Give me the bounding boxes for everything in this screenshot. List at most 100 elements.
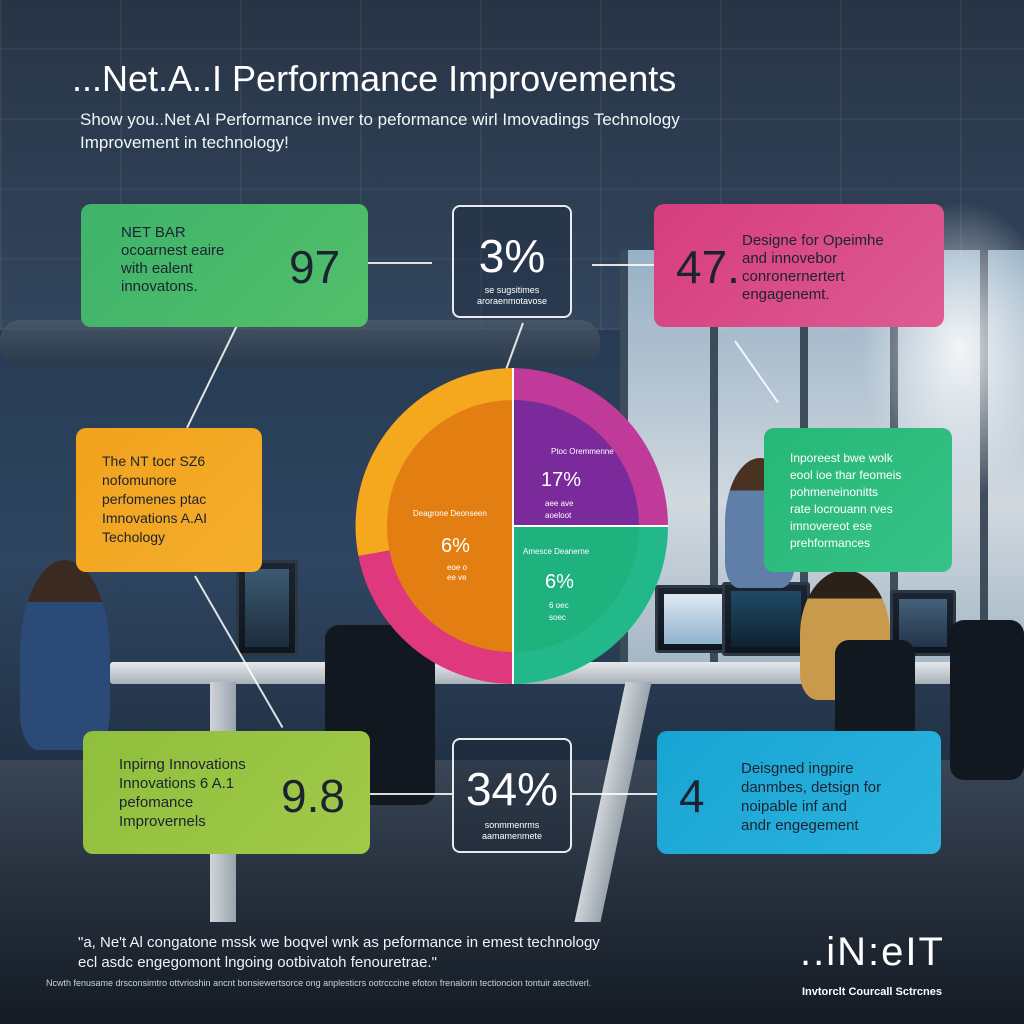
slice-value: 6% [545, 571, 574, 593]
brand-tagline: Invtorclt Courcall Sctrcnes [802, 986, 942, 998]
card-line: Inpirng Innovations [119, 756, 246, 773]
connector-line [370, 793, 452, 795]
card-line: Innovations 6 A.1 [119, 775, 235, 792]
card-line: noipable inf and [741, 798, 847, 815]
person-left [20, 560, 110, 750]
card-background [76, 428, 262, 572]
stat-box-top-center: 3% se sugsitimes aroraenmotavose [452, 205, 572, 318]
card-line: and innovebor [742, 250, 838, 267]
card-background [764, 428, 952, 572]
card-line: Improvernels [119, 813, 206, 830]
card-line: The NT tocr SZ6 [102, 453, 206, 469]
quote-line: ecl asdc engegomont lngoing ootbivatoh f… [78, 954, 437, 971]
footer-fine-print: Ncwth fenusame drsconsimtro ottvrioshin … [46, 978, 592, 988]
slice-caption: ee ve [447, 573, 467, 582]
card-line: conronernertert [742, 268, 845, 285]
caption-line: sonmmenrms [484, 820, 540, 830]
card-description: Inporeest bwe wolk eool ioe thar feomeis… [790, 450, 901, 552]
stat-card-middle-left: The NT tocr SZ6 nofomunore perfomenes pt… [76, 428, 262, 572]
card-value: 47. [676, 241, 740, 293]
stat-card-bottom-left: Inpirng Innovations Innovations 6 A.1 pe… [83, 731, 370, 854]
office-chair [950, 620, 1024, 780]
slice-caption: aee ave [545, 499, 574, 508]
page-title: ...Net.A..I Performance Improvements [72, 58, 677, 99]
card-line: Deisgned ingpire [741, 760, 854, 777]
card-line: nofomunore [102, 472, 177, 488]
slice-top-right [513, 400, 639, 526]
card-line: with ealent [121, 260, 193, 277]
caption-line: aamamenmete [481, 831, 543, 841]
slice-bottom-right [513, 526, 639, 652]
office-monitor [722, 582, 810, 656]
card-description: Designe for Opeimhe and innovebor conron… [742, 232, 884, 304]
donut-chart: Ptoc Oremmenne 17% aee ave aoeloot Amesc… [355, 368, 668, 684]
slice-label: Ptoc Oremmenne [551, 447, 614, 456]
card-line: andr engegement [741, 817, 859, 834]
card-line: Designe for Opeimhe [742, 232, 884, 249]
card-line: Techology [102, 529, 166, 545]
card-line: danmbes, detsign for [741, 779, 882, 796]
card-value: 9.8 [281, 770, 345, 822]
card-line: pohmeneinonitts [790, 485, 879, 499]
slice-left [387, 400, 513, 652]
card-line: prehformances [790, 536, 871, 550]
card-line: rate locrouann rves [790, 502, 893, 516]
slice-caption: 6 oec [549, 601, 569, 610]
connector-line [194, 575, 284, 729]
subtitle-line: Improvement in technology! [80, 133, 289, 152]
connector-line [592, 264, 654, 266]
person-right-seated [800, 570, 890, 700]
card-description: Inpirng Innovations Innovations 6 A.1 pe… [119, 755, 246, 831]
stat-card-top-left: NET BAR ocoarnest eaire with ealent inno… [81, 204, 368, 327]
connector-line [504, 322, 524, 371]
slice-caption: eoe o [447, 563, 468, 572]
stat-value: 3% [478, 230, 546, 282]
card-line: Inporeest bwe wolk [790, 451, 893, 465]
slice-caption: aoeloot [545, 511, 572, 520]
connector-line [734, 340, 779, 404]
stat-card-middle-right: Inporeest bwe wolk eool ioe thar feomeis… [764, 428, 952, 572]
card-line: ocoarnest eaire [121, 242, 225, 259]
connector-line [186, 310, 245, 429]
footer-quote: "a, Ne't Al congatone mssk we boqvel wnk… [78, 933, 600, 973]
card-background [654, 204, 944, 327]
card-background [83, 731, 370, 854]
card-line: imnovereot ese [790, 519, 873, 533]
card-line: innovatons. [121, 278, 198, 295]
card-value: 97 [289, 241, 341, 293]
card-line: perfomenes ptac [102, 491, 207, 507]
slice-caption: soec [549, 613, 566, 622]
caption-line: se sugsitimes [484, 285, 540, 295]
card-line: NET BAR [121, 224, 186, 241]
connector-line [368, 262, 432, 264]
stat-caption: se sugsitimes aroraenmotavose [454, 285, 570, 307]
card-description: NET BAR ocoarnest eaire with ealent inno… [121, 224, 224, 296]
card-line: eool ioe thar feomeis [790, 468, 902, 482]
office-monitor [890, 590, 956, 656]
caption-line: aroraenmotavose [476, 296, 548, 306]
quote-line: "a, Ne't Al congatone mssk we boqvel wnk… [78, 934, 600, 951]
stat-box-bottom-center: 34% sonmmenrms aamamenmete [452, 738, 572, 853]
slice-value: 6% [441, 535, 470, 557]
card-line: pefomance [119, 794, 194, 811]
office-monitor [236, 560, 298, 656]
card-background [81, 204, 368, 327]
slice-label: Deagrone Deonseen [413, 509, 487, 518]
slice-value: 17% [541, 469, 581, 491]
card-line: Imnovations A.AI [102, 510, 208, 526]
card-line: engagenemt. [742, 286, 830, 303]
stat-card-bottom-right: 4 Deisgned ingpire danmbes, detsign for … [657, 731, 941, 854]
stat-card-top-right: 47. Designe for Opeimhe and innovebor co… [654, 204, 944, 327]
stat-caption: sonmmenrms aamamenmete [454, 820, 570, 842]
slice-label: Amesce Deanerne [523, 547, 590, 556]
card-value: 4 [679, 770, 705, 822]
card-description: Deisgned ingpire danmbes, detsign for no… [741, 759, 881, 835]
brand-logo: ..iN:eIT [800, 930, 945, 974]
stat-value: 34% [465, 763, 559, 815]
desk-leg [574, 682, 652, 922]
connector-line [572, 793, 658, 795]
card-description: The NT tocr SZ6 nofomunore perfomenes pt… [102, 452, 207, 547]
subtitle-line: Show you..Net AI Performance inver to pe… [80, 110, 680, 129]
card-background [657, 731, 941, 854]
